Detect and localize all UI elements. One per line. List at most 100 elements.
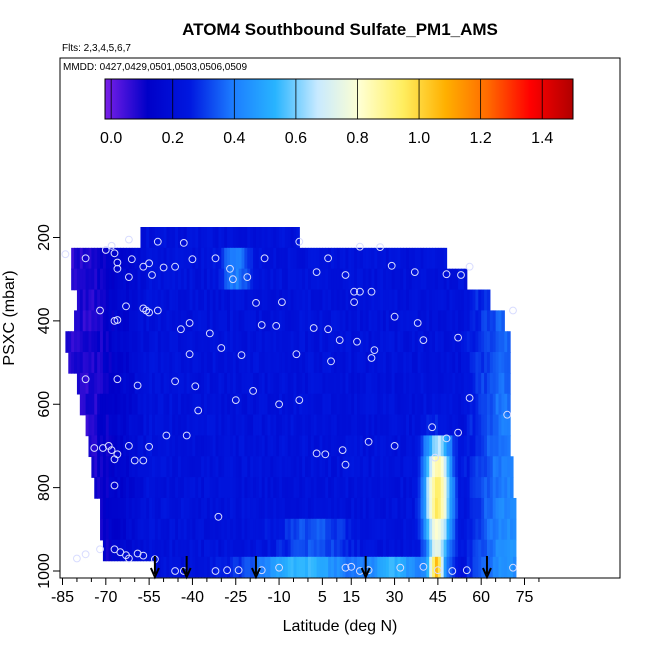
- heatmap-cell: [149, 352, 153, 374]
- observation-point: [110, 249, 119, 258]
- heatmap-cell: [354, 456, 358, 478]
- heatmap-cell: [201, 556, 205, 578]
- heatmap-cell: [460, 435, 465, 458]
- heatmap-cell: [333, 539, 338, 562]
- heatmap-cell: [380, 539, 384, 562]
- observation-point: [341, 271, 350, 279]
- heatmap-cell: [290, 393, 295, 416]
- heatmap-cell: [403, 352, 407, 374]
- heatmap-cell: [189, 331, 194, 353]
- heatmap-cell: [307, 289, 312, 312]
- heatmap-cell: [120, 477, 124, 499]
- heatmap-cell: [362, 497, 367, 520]
- heatmap-cell: [270, 393, 274, 416]
- heatmap-cell: [287, 331, 292, 353]
- heatmap-cell: [455, 289, 459, 312]
- heatmap-cell: [261, 310, 266, 332]
- heatmap-cell: [189, 497, 194, 520]
- heatmap-cell: [455, 518, 459, 541]
- heatmap-cell: [452, 518, 456, 541]
- heatmap-cell: [172, 352, 176, 374]
- heatmap-cell: [114, 393, 118, 416]
- heatmap-cell: [443, 331, 448, 353]
- heatmap-cell: [215, 435, 220, 458]
- heatmap-cell: [261, 372, 266, 395]
- heatmap-cell: [423, 289, 427, 312]
- heatmap-cell: [322, 435, 326, 458]
- heatmap-cell: [307, 539, 312, 562]
- heatmap-cell: [247, 331, 251, 353]
- heatmap-cell: [232, 227, 237, 249]
- observation-point: [356, 242, 364, 251]
- heatmap-cell: [140, 539, 144, 562]
- heatmap-cell: [85, 331, 90, 353]
- heatmap-cell: [429, 477, 433, 499]
- heatmap-cell: [172, 393, 176, 416]
- heatmap-cell: [232, 414, 237, 437]
- heatmap-cell: [255, 310, 260, 332]
- heatmap-cell: [374, 310, 378, 332]
- heatmap-cell: [394, 352, 399, 374]
- heatmap-cell: [186, 539, 191, 562]
- heatmap-cell: [403, 539, 407, 562]
- heatmap-cell: [88, 289, 92, 312]
- heatmap-cell: [463, 497, 468, 520]
- heatmap-cell: [212, 289, 217, 312]
- heatmap-cell: [183, 456, 188, 478]
- heatmap-cell: [452, 289, 456, 312]
- heatmap-cell: [206, 393, 211, 416]
- heatmap-cell: [411, 456, 416, 478]
- heatmap-cell: [432, 539, 436, 562]
- heatmap-cell: [198, 310, 202, 332]
- heatmap-cell: [383, 539, 387, 562]
- heatmap-cell: [377, 331, 381, 353]
- observation-point: [428, 423, 437, 432]
- heatmap-cell: [206, 247, 211, 270]
- heatmap-cell: [440, 518, 445, 541]
- heatmap-cell: [354, 539, 358, 562]
- heatmap-cell: [85, 414, 90, 437]
- heatmap-cell: [420, 456, 425, 478]
- observation-point: [171, 567, 180, 575]
- heatmap-cell: [290, 331, 295, 353]
- heatmap-cell: [400, 556, 404, 578]
- heatmap-cell: [400, 310, 404, 332]
- heatmap-cell: [137, 247, 142, 270]
- heatmap-cell: [302, 477, 306, 499]
- heatmap-cell: [264, 539, 269, 562]
- heatmap-cell: [218, 435, 222, 458]
- heatmap-cell: [504, 456, 508, 478]
- heatmap-cell: [166, 497, 170, 520]
- heatmap-cell: [154, 414, 159, 437]
- observation-point: [335, 336, 344, 345]
- heatmap-cell: [284, 268, 289, 291]
- heatmap-cell: [463, 435, 468, 458]
- heatmap-cell: [472, 414, 477, 437]
- heatmap-cell: [383, 518, 387, 541]
- heatmap-cell: [316, 247, 321, 270]
- heatmap-cell: [368, 331, 373, 353]
- observation-point: [185, 319, 194, 327]
- heatmap-cell: [354, 435, 358, 458]
- heatmap-cell: [443, 289, 448, 312]
- heatmap-cell: [504, 331, 508, 353]
- heatmap-cell: [305, 331, 309, 353]
- observation-point: [96, 306, 104, 315]
- heatmap-cell: [273, 227, 277, 249]
- observation-point: [153, 237, 162, 246]
- heatmap-cell: [455, 268, 459, 291]
- heatmap-cell: [209, 539, 214, 562]
- heatmap-cell: [131, 435, 136, 458]
- heatmap-cell: [420, 372, 425, 395]
- heatmap-cell: [279, 268, 283, 291]
- heatmap-cell: [79, 268, 84, 291]
- heatmap-cell: [443, 477, 448, 499]
- heatmap-cell: [201, 289, 205, 312]
- heatmap-cell: [475, 539, 479, 562]
- heatmap-cell: [192, 289, 196, 312]
- observation-point: [327, 357, 335, 366]
- heatmap-cell: [105, 539, 110, 562]
- heatmap-cell: [169, 352, 173, 374]
- heatmap-cell: [458, 539, 462, 562]
- heatmap-cell: [325, 414, 329, 437]
